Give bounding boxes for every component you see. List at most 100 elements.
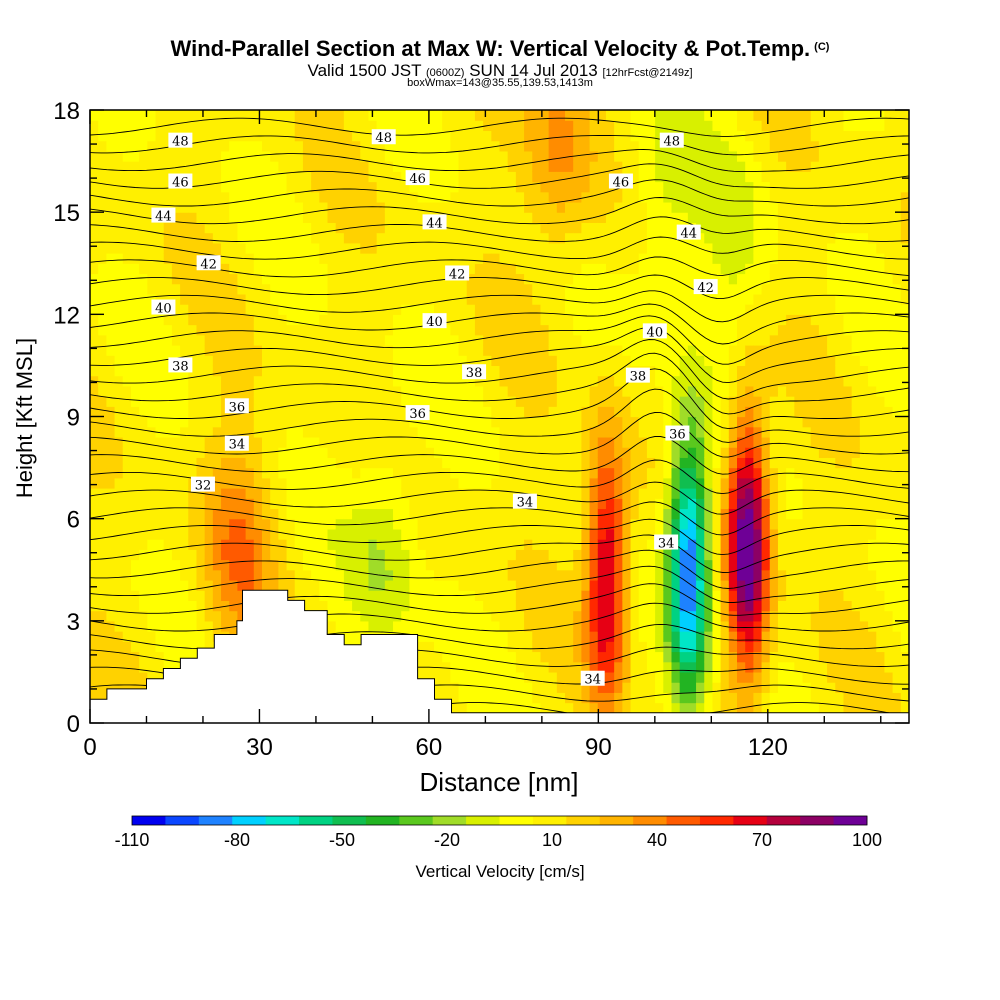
velocity-cell — [737, 273, 746, 285]
velocity-cell — [696, 631, 705, 642]
velocity-cell — [630, 171, 640, 183]
velocity-cell — [450, 692, 460, 704]
velocity-cell — [261, 559, 271, 571]
velocity-cell — [253, 498, 263, 510]
velocity-cell — [466, 110, 476, 121]
velocity-cell — [737, 150, 746, 162]
velocity-cell — [679, 477, 689, 489]
velocity-cell — [532, 396, 542, 407]
velocity-cell — [663, 579, 673, 591]
velocity-cell — [474, 161, 484, 172]
velocity-cell — [106, 416, 116, 428]
velocity-cell — [466, 222, 476, 234]
velocity-cell — [573, 692, 582, 704]
velocity-cell — [646, 355, 656, 367]
velocity-cell — [474, 385, 484, 397]
velocity-cell — [352, 273, 361, 285]
velocity-cell — [679, 416, 689, 428]
velocity-cell — [630, 549, 640, 561]
velocity-cell — [605, 426, 615, 438]
velocity-cell — [655, 150, 664, 162]
velocity-cell — [458, 610, 468, 622]
velocity-cell — [745, 314, 754, 326]
velocity-cell — [270, 528, 279, 540]
velocity-cell — [425, 600, 435, 612]
velocity-cell — [515, 477, 525, 489]
velocity-cell — [417, 232, 427, 244]
velocity-cell — [180, 416, 189, 428]
velocity-cell — [712, 457, 722, 469]
velocity-cell — [687, 110, 697, 121]
velocity-cell — [98, 477, 107, 489]
velocity-cell — [589, 171, 599, 183]
velocity-cell — [433, 396, 443, 407]
velocity-cell — [368, 120, 378, 132]
velocity-cell — [761, 263, 771, 275]
velocity-cell — [163, 518, 173, 530]
velocity-cell — [581, 324, 591, 336]
velocity-cell — [573, 600, 582, 612]
velocity-cell — [507, 488, 517, 499]
velocity-cell — [90, 631, 99, 642]
velocity-cell — [532, 488, 542, 499]
velocity-cell — [687, 620, 697, 632]
velocity-cell — [327, 140, 337, 152]
velocity-cell — [327, 334, 337, 346]
velocity-cell — [327, 191, 337, 203]
velocity-cell — [106, 232, 116, 244]
velocity-cell — [565, 528, 574, 540]
velocity-cell — [737, 314, 746, 326]
velocity-cell — [614, 692, 623, 704]
velocity-cell — [466, 457, 476, 469]
velocity-cell — [474, 620, 484, 632]
velocity-cell — [565, 344, 574, 356]
velocity-cell — [630, 406, 640, 418]
velocity-cell — [106, 181, 116, 193]
velocity-cell — [409, 283, 419, 295]
velocity-cell — [384, 600, 394, 612]
velocity-cell — [180, 528, 189, 540]
velocity-cell — [352, 120, 361, 132]
velocity-cell — [671, 549, 681, 561]
velocity-cell — [687, 661, 697, 673]
velocity-cell — [221, 191, 230, 203]
velocity-cell — [581, 457, 591, 469]
velocity-cell — [565, 498, 574, 510]
velocity-cell — [90, 314, 99, 326]
velocity-cell — [540, 641, 550, 653]
velocity-cell — [671, 447, 681, 458]
velocity-cell — [565, 191, 574, 203]
velocity-cell — [212, 539, 222, 550]
velocity-cell — [368, 375, 378, 387]
velocity-cell — [196, 549, 206, 561]
velocity-cell — [343, 600, 353, 612]
velocity-cell — [229, 518, 239, 530]
velocity-cell — [556, 201, 566, 213]
velocity-cell — [720, 518, 730, 530]
velocity-cell — [474, 477, 484, 489]
velocity-cell — [270, 385, 279, 397]
velocity-cell — [147, 559, 157, 571]
velocity-cell — [556, 232, 566, 244]
velocity-cell — [597, 232, 607, 244]
velocity-cell — [163, 150, 173, 162]
velocity-cell — [286, 508, 296, 520]
velocity-cell — [286, 406, 296, 418]
velocity-cell — [605, 161, 615, 172]
velocity-cell — [319, 181, 329, 193]
velocity-cell — [646, 253, 656, 264]
velocity-cell — [573, 212, 582, 223]
velocity-cell — [605, 488, 615, 499]
velocity-cell — [581, 651, 591, 663]
velocity-cell — [671, 457, 681, 469]
velocity-cell — [335, 457, 345, 469]
velocity-cell — [704, 120, 714, 132]
velocity-cell — [753, 283, 763, 295]
velocity-cell — [286, 344, 296, 356]
velocity-cell — [491, 426, 501, 438]
velocity-cell — [253, 222, 263, 234]
velocity-cell — [450, 344, 460, 356]
velocity-cell — [663, 324, 673, 336]
velocity-cell — [507, 304, 517, 315]
velocity-cell — [491, 324, 501, 336]
